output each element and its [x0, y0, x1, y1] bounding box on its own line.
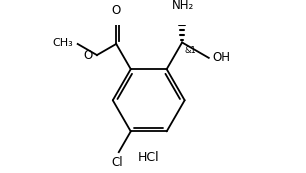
Text: HCl: HCl [138, 151, 159, 164]
Text: NH₂: NH₂ [172, 0, 194, 12]
Text: Cl: Cl [111, 156, 123, 169]
Text: CH₃: CH₃ [53, 38, 73, 48]
Text: O: O [84, 49, 93, 62]
Text: O: O [112, 4, 121, 17]
Text: &1: &1 [185, 46, 196, 55]
Text: OH: OH [212, 51, 230, 63]
